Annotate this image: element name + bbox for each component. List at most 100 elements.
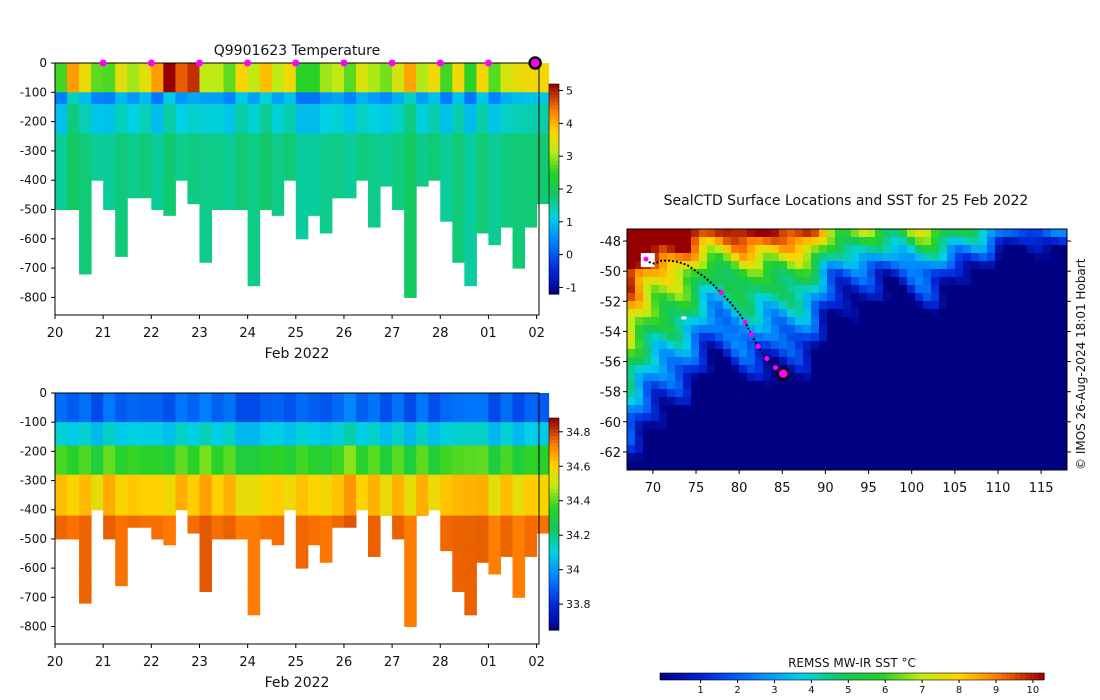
sst-cell bbox=[923, 277, 932, 286]
profile-cell bbox=[151, 74, 164, 82]
sst-cell bbox=[1043, 285, 1052, 294]
colorbar-swatch bbox=[549, 210, 559, 215]
profile-cell bbox=[464, 533, 477, 540]
sst-cell bbox=[659, 309, 668, 318]
sst-cell bbox=[635, 253, 644, 262]
profile-cell bbox=[79, 445, 92, 452]
sst-cell bbox=[843, 253, 852, 262]
sst-cell bbox=[667, 365, 676, 374]
sst-cell bbox=[659, 429, 668, 438]
sst-cell bbox=[971, 373, 980, 382]
profile-cell bbox=[271, 404, 285, 412]
profile-cell bbox=[355, 398, 369, 406]
sst-cell bbox=[843, 453, 852, 462]
profile-cell bbox=[536, 492, 550, 499]
sst-cell bbox=[907, 357, 916, 366]
profile-cell bbox=[91, 398, 104, 406]
sst-cell bbox=[859, 389, 868, 398]
profile-cell bbox=[259, 404, 273, 412]
sst-cell bbox=[659, 413, 668, 422]
sst-cell bbox=[931, 341, 940, 350]
profile-cell bbox=[440, 74, 453, 82]
profile-cell bbox=[127, 191, 140, 199]
profile-cell bbox=[476, 209, 489, 216]
profile-cell bbox=[464, 585, 477, 592]
profile-cell bbox=[524, 180, 538, 187]
sst-cell bbox=[803, 245, 812, 254]
profile-cell bbox=[524, 191, 538, 199]
profile-cell bbox=[428, 145, 441, 152]
sst-cell bbox=[1027, 461, 1036, 470]
sst-cell bbox=[1027, 405, 1036, 414]
sst-cell bbox=[843, 421, 852, 430]
sst-cell bbox=[819, 405, 828, 414]
colorbar-swatch bbox=[837, 673, 843, 680]
profile-cell bbox=[79, 585, 92, 592]
profile-cell bbox=[524, 439, 538, 447]
sst-cell bbox=[971, 325, 980, 334]
profile-cell bbox=[295, 433, 309, 441]
profile-cell bbox=[452, 127, 465, 134]
sst-cell bbox=[835, 365, 844, 374]
profile-cell bbox=[115, 398, 128, 406]
profile-cell bbox=[247, 150, 261, 158]
profile-cell bbox=[103, 509, 116, 517]
profile-cell bbox=[355, 115, 369, 123]
profile-cell bbox=[67, 80, 80, 87]
x-tick-label: 28 bbox=[432, 326, 449, 341]
sst-cell bbox=[1011, 413, 1020, 422]
profile-cell bbox=[464, 544, 477, 552]
profile-cell bbox=[91, 433, 104, 441]
sst-cell bbox=[867, 261, 876, 270]
profile-cell bbox=[247, 498, 261, 505]
sst-cell bbox=[915, 333, 924, 342]
sst-cell bbox=[1043, 373, 1052, 382]
x-tick-label: 01 bbox=[480, 655, 497, 670]
profile-cell bbox=[500, 215, 514, 222]
profile-cell bbox=[500, 457, 514, 464]
sst-cell bbox=[715, 269, 724, 278]
profile-cell bbox=[488, 186, 501, 193]
sst-cell bbox=[827, 437, 836, 446]
sst-cell bbox=[1011, 285, 1020, 294]
profile-cell bbox=[440, 463, 453, 470]
profile-cell bbox=[343, 133, 357, 140]
sst-cell bbox=[907, 245, 916, 254]
sst-cell bbox=[899, 237, 908, 246]
profile-cell bbox=[127, 492, 140, 499]
sst-cell bbox=[851, 253, 860, 262]
profile-cell bbox=[380, 127, 393, 134]
profile-cell bbox=[67, 509, 80, 517]
sst-cell bbox=[995, 461, 1004, 470]
sst-cell bbox=[979, 245, 988, 254]
sst-cell bbox=[731, 405, 740, 414]
profile-cell bbox=[127, 433, 140, 441]
profile-cell bbox=[319, 439, 333, 447]
profile-cell bbox=[488, 156, 501, 164]
colorbar-swatch bbox=[981, 673, 987, 680]
profile-column bbox=[163, 393, 176, 546]
y-tick-label: -300 bbox=[20, 474, 47, 488]
profile-cell bbox=[319, 180, 333, 187]
profile-cell bbox=[223, 503, 237, 511]
profile-column bbox=[115, 63, 128, 257]
profile-cell bbox=[500, 404, 514, 412]
colorbar-swatch bbox=[549, 101, 559, 106]
profile-cell bbox=[271, 433, 285, 441]
sst-cell bbox=[891, 397, 900, 406]
sst-cell bbox=[1011, 405, 1020, 414]
profile-cell bbox=[476, 422, 489, 429]
profile-cell bbox=[307, 203, 321, 211]
sst-cell bbox=[651, 397, 660, 406]
sst-cell bbox=[819, 341, 828, 350]
sst-cell bbox=[803, 421, 812, 430]
sst-cell bbox=[851, 357, 860, 366]
profile-cell bbox=[331, 428, 345, 435]
profile-cell bbox=[187, 439, 200, 447]
profile-cell bbox=[247, 591, 261, 598]
profile-cell bbox=[127, 86, 140, 93]
sst-cell bbox=[819, 381, 828, 390]
profile-cell bbox=[199, 544, 213, 552]
sst-cell bbox=[787, 429, 796, 438]
profile-cell bbox=[127, 145, 140, 152]
